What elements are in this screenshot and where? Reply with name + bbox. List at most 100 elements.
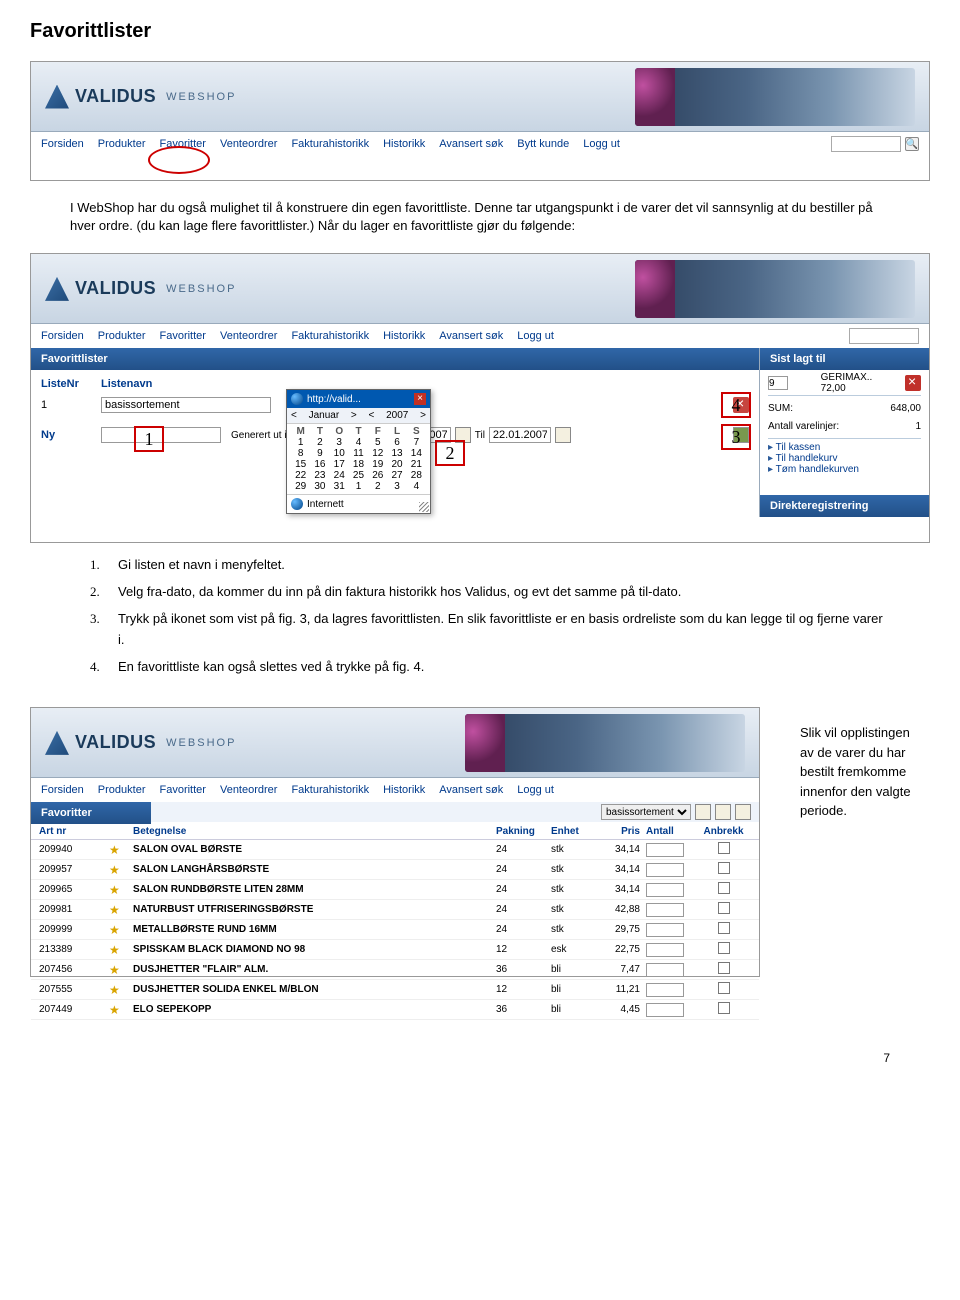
- star-icon[interactable]: ★: [109, 863, 120, 877]
- menu-forsiden[interactable]: Forsiden: [41, 330, 84, 342]
- close-icon[interactable]: ×: [414, 393, 426, 405]
- prev-month[interactable]: <: [291, 410, 297, 421]
- til-dato-input[interactable]: [489, 427, 551, 443]
- menu-venteordrer[interactable]: Venteordrer: [220, 330, 277, 342]
- menu-venteordrer[interactable]: Venteordrer: [220, 784, 277, 796]
- menu-fakturahistorikk[interactable]: Fakturahistorikk: [291, 138, 369, 150]
- calendar-day-cell[interactable]: 23: [310, 470, 329, 481]
- calendar-day-cell[interactable]: 25: [349, 470, 368, 481]
- anbrekk-checkbox[interactable]: [718, 842, 730, 854]
- calendar-day-cell[interactable]: 5: [368, 437, 387, 448]
- calendar-day-cell[interactable]: 28: [407, 470, 426, 481]
- calendar-day-cell[interactable]: 27: [387, 470, 406, 481]
- calendar-day-cell[interactable]: 22: [291, 470, 310, 481]
- filter-icon[interactable]: [695, 804, 711, 820]
- calendar-day-cell[interactable]: 26: [368, 470, 387, 481]
- calendar-icon[interactable]: [555, 427, 571, 443]
- menu-avansert-sok[interactable]: Avansert søk: [439, 138, 503, 150]
- til-handlekurv-link[interactable]: Til handlekurv: [768, 453, 921, 464]
- calendar-day-cell[interactable]: 8: [291, 448, 310, 459]
- antall-input[interactable]: [646, 1003, 684, 1017]
- antall-input[interactable]: [646, 983, 684, 997]
- star-icon[interactable]: ★: [109, 883, 120, 897]
- menu-avansert-sok[interactable]: Avansert søk: [439, 784, 503, 796]
- calendar-day-cell[interactable]: 21: [407, 459, 426, 470]
- menu-forsiden[interactable]: Forsiden: [41, 138, 84, 150]
- resize-handle-icon[interactable]: [419, 502, 429, 512]
- anbrekk-checkbox[interactable]: [718, 862, 730, 874]
- calendar-day-cell[interactable]: 14: [407, 448, 426, 459]
- filter-icon[interactable]: [735, 804, 751, 820]
- calendar-day-cell[interactable]: 17: [330, 459, 349, 470]
- filter-icon[interactable]: [715, 804, 731, 820]
- calendar-day-cell[interactable]: 7: [407, 437, 426, 448]
- menu-fakturahistorikk[interactable]: Fakturahistorikk: [291, 784, 369, 796]
- calendar-day-cell[interactable]: 2: [310, 437, 329, 448]
- menu-produkter[interactable]: Produkter: [98, 330, 146, 342]
- calendar-day-cell[interactable]: 16: [310, 459, 329, 470]
- menu-forsiden[interactable]: Forsiden: [41, 784, 84, 796]
- star-icon[interactable]: ★: [109, 943, 120, 957]
- calendar-day-cell[interactable]: 10: [330, 448, 349, 459]
- search-icon[interactable]: 🔍: [905, 137, 919, 151]
- star-icon[interactable]: ★: [109, 903, 120, 917]
- antall-input[interactable]: [646, 843, 684, 857]
- calendar-day-cell[interactable]: 13: [387, 448, 406, 459]
- antall-input[interactable]: [646, 943, 684, 957]
- calendar-day-cell[interactable]: 3: [330, 437, 349, 448]
- calendar-day-cell[interactable]: 24: [330, 470, 349, 481]
- calendar-day-cell[interactable]: 1: [349, 481, 368, 492]
- calendar-day-cell[interactable]: 12: [368, 448, 387, 459]
- calendar-day-cell[interactable]: 31: [330, 481, 349, 492]
- calendar-day-cell[interactable]: 18: [349, 459, 368, 470]
- antall-input[interactable]: [646, 883, 684, 897]
- anbrekk-checkbox[interactable]: [718, 1002, 730, 1014]
- tom-handlekurven-link[interactable]: Tøm handlekurven: [768, 464, 921, 475]
- qty-input[interactable]: [768, 376, 788, 390]
- calendar-day-cell[interactable]: 29: [291, 481, 310, 492]
- next-year[interactable]: >: [420, 410, 426, 421]
- calendar-day-cell[interactable]: 4: [349, 437, 368, 448]
- calendar-day-cell[interactable]: 11: [349, 448, 368, 459]
- star-icon[interactable]: ★: [109, 1003, 120, 1017]
- menu-historikk[interactable]: Historikk: [383, 784, 425, 796]
- menu-logg-ut[interactable]: Logg ut: [517, 330, 554, 342]
- star-icon[interactable]: ★: [109, 963, 120, 977]
- menu-logg-ut[interactable]: Logg ut: [517, 784, 554, 796]
- calendar-day-cell[interactable]: 4: [407, 481, 426, 492]
- anbrekk-checkbox[interactable]: [718, 882, 730, 894]
- listenavn-input[interactable]: [101, 397, 271, 413]
- antall-input[interactable]: [646, 923, 684, 937]
- calendar-day-cell[interactable]: 9: [310, 448, 329, 459]
- antall-input[interactable]: [646, 963, 684, 977]
- menu-historikk[interactable]: Historikk: [383, 330, 425, 342]
- menu-logg-ut[interactable]: Logg ut: [583, 138, 620, 150]
- anbrekk-checkbox[interactable]: [718, 962, 730, 974]
- calendar-day-cell[interactable]: 6: [387, 437, 406, 448]
- menu-venteordrer[interactable]: Venteordrer: [220, 138, 277, 150]
- calendar-day-cell[interactable]: 15: [291, 459, 310, 470]
- menu-historikk[interactable]: Historikk: [383, 138, 425, 150]
- star-icon[interactable]: ★: [109, 843, 120, 857]
- anbrekk-checkbox[interactable]: [718, 902, 730, 914]
- menu-favoritter[interactable]: Favoritter: [160, 784, 206, 796]
- menu-bytt-kunde[interactable]: Bytt kunde: [517, 138, 569, 150]
- prev-year[interactable]: <: [369, 410, 375, 421]
- star-icon[interactable]: ★: [109, 923, 120, 937]
- anbrekk-checkbox[interactable]: [718, 982, 730, 994]
- star-icon[interactable]: ★: [109, 983, 120, 997]
- calendar-day-cell[interactable]: 2: [368, 481, 387, 492]
- menu-produkter[interactable]: Produkter: [98, 138, 146, 150]
- antall-input[interactable]: [646, 863, 684, 877]
- favlist-select[interactable]: basissortement: [601, 804, 691, 820]
- menu-avansert-sok[interactable]: Avansert søk: [439, 330, 503, 342]
- calendar-day-cell[interactable]: 20: [387, 459, 406, 470]
- search-input[interactable]: [849, 328, 919, 344]
- calendar-day-cell[interactable]: 3: [387, 481, 406, 492]
- calendar-day-cell[interactable]: 19: [368, 459, 387, 470]
- til-kassen-link[interactable]: Til kassen: [768, 442, 921, 453]
- menu-fakturahistorikk[interactable]: Fakturahistorikk: [291, 330, 369, 342]
- anbrekk-checkbox[interactable]: [718, 922, 730, 934]
- menu-produkter[interactable]: Produkter: [98, 784, 146, 796]
- calendar-day-cell[interactable]: 1: [291, 437, 310, 448]
